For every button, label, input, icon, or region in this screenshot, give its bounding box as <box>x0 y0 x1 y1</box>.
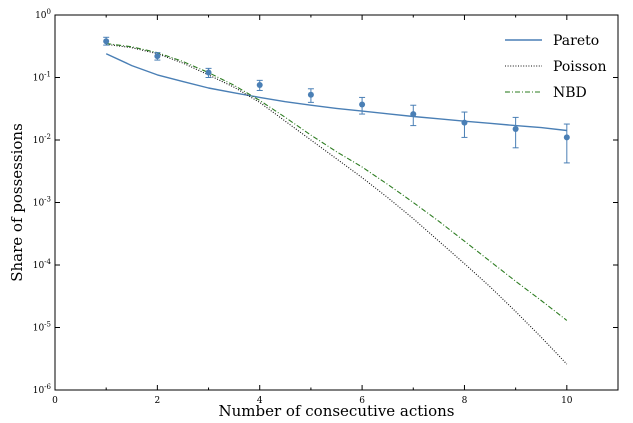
legend: Pareto Poisson NBD <box>505 33 607 101</box>
y-tick-label: 10-5 <box>33 321 51 334</box>
legend-label-pareto: Pareto <box>553 33 599 49</box>
axis-ticks: 0 2 4 6 8 10 10-6 10-5 10-4 10-3 10-2 10-1 100 <box>33 8 618 406</box>
y-tick-label: 10-4 <box>33 258 52 271</box>
y-tick-label: 10-6 <box>33 383 52 396</box>
x-tick-label: 4 <box>257 396 263 406</box>
x-tick-label: 6 <box>359 396 365 406</box>
data-point <box>154 53 161 60</box>
data-point <box>307 91 314 98</box>
y-tick-label: 10-2 <box>33 133 51 146</box>
x-axis-label: Number of consecutive actions <box>218 402 454 420</box>
x-tick-label: 8 <box>462 396 468 406</box>
series-line-poisson <box>106 43 568 365</box>
data-point <box>256 81 263 88</box>
y-tick-label: 10-3 <box>33 196 51 209</box>
y-tick-label: 10-1 <box>33 71 51 84</box>
data-point <box>205 69 212 76</box>
data-point <box>461 119 468 126</box>
legend-label-nbd: NBD <box>553 85 587 101</box>
x-tick-label: 0 <box>52 396 58 406</box>
data-point <box>103 38 110 45</box>
data-point <box>512 125 519 132</box>
x-tick-label: 10 <box>561 396 573 406</box>
y-axis-label: Share of possessions <box>8 123 26 282</box>
plot-frame <box>54 14 619 391</box>
series-line-nbd <box>106 42 568 321</box>
data-point <box>359 101 366 108</box>
x-tick-label: 2 <box>154 396 160 406</box>
data-point <box>410 111 417 118</box>
plot-area <box>103 36 570 365</box>
data-point <box>563 134 570 141</box>
y-tick-label: 100 <box>35 8 51 21</box>
legend-label-poisson: Poisson <box>553 59 607 75</box>
series-line-pareto <box>105 53 567 132</box>
